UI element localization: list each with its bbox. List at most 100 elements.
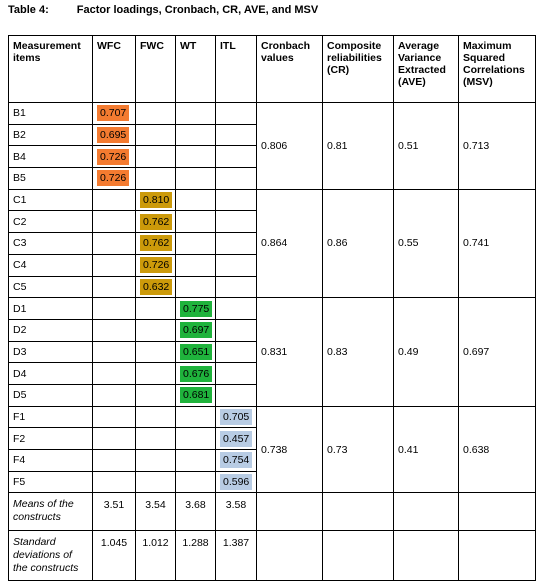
item-row: B4 0.726 [8,145,536,169]
loading-cell [92,362,136,385]
item-row: F5 0.596 [8,470,536,494]
loading-cell [215,297,257,320]
loading-cell [135,167,176,190]
loading-cell [215,253,257,277]
item-name: F2 [8,427,93,450]
loading-cell [215,210,257,234]
loading-cell [215,318,257,342]
loading-cell: 0.697 [175,318,216,342]
ave-value: 0.51 [393,102,459,190]
loading-cell [175,232,216,255]
summary-value: 1.045 [92,530,136,581]
empty-cell [322,530,394,581]
table-caption: Table 4: Factor loadings, Cronbach, CR, A… [8,4,318,16]
summary-row: Standard deviations of the constructs 1.0… [8,530,536,581]
loading-value: 0.705 [220,408,252,425]
item-row: C4 0.726 [8,253,536,277]
summary-value: 1.012 [135,530,176,581]
loading-cell [92,405,136,429]
summary-value: 1.288 [175,530,216,581]
table: Measurement items WFC FWC WT ITL Cronbach val… [8,35,536,581]
loading-cell: 0.762 [135,210,176,234]
loading-cell [92,275,136,299]
item-row: C3 0.762 [8,232,536,255]
loading-cell [175,275,216,299]
loading-cell [135,449,176,472]
loading-cell [215,188,257,212]
loading-cell [215,123,257,147]
loading-cell [215,383,257,407]
item-name: B4 [8,145,93,169]
cr-value: 0.83 [322,297,394,407]
summary-label: Means of the constructs [8,492,93,532]
item-name: B2 [8,123,93,147]
loading-cell [92,232,136,255]
loading-cell [135,362,176,385]
ave-value: 0.41 [393,405,459,494]
summary-value: 1.387 [215,530,257,581]
loading-cell: 0.726 [92,167,136,190]
loading-value: 0.726 [97,170,129,187]
loading-cell: 0.726 [92,145,136,169]
loading-cell [135,383,176,407]
loading-cell: 0.596 [215,470,257,494]
msv-value: 0.697 [458,297,536,407]
loading-cell [215,275,257,299]
item-row: B2 0.695 [8,123,536,147]
header-cell: Composite reliabilities (CR) [322,35,394,103]
item-row: C2 0.762 [8,210,536,234]
loading-cell [175,405,216,429]
item-row: D5 0.681 [8,383,536,407]
loading-cell [215,167,257,190]
loading-cell [135,427,176,450]
header-cell: Average Variance Extracted (AVE) [393,35,459,103]
empty-cell [393,530,459,581]
loading-cell [92,318,136,342]
item-name: F5 [8,470,93,494]
cronbach-value: 0.831 [256,297,323,407]
loading-cell [175,102,216,125]
loading-cell [175,123,216,147]
loading-cell [92,297,136,320]
loading-cell [92,427,136,450]
item-name: D5 [8,383,93,407]
loading-cell [215,232,257,255]
loading-value: 0.457 [220,430,252,447]
cronbach-value: 0.864 [256,188,323,299]
header-cell: WFC [92,35,136,103]
loading-value: 0.762 [140,213,172,230]
cronbach-value: 0.738 [256,405,323,494]
header-cell: ITL [215,35,257,103]
item-name: C2 [8,210,93,234]
loading-cell [92,340,136,364]
item-row: F2 0.457 [8,427,536,450]
summary-label: Standard deviations of the constructs [8,530,93,581]
loading-value: 0.707 [97,105,129,122]
loading-cell [175,210,216,234]
loading-cell: 0.632 [135,275,176,299]
header-cell: FWC [135,35,176,103]
summary-value: 3.68 [175,492,216,532]
loading-cell [175,470,216,494]
item-row: B5 0.726 [8,167,536,190]
loading-cell [135,318,176,342]
loading-cell [135,405,176,429]
loading-cell [92,188,136,212]
loading-cell: 0.705 [215,405,257,429]
loading-cell [92,449,136,472]
loading-cell: 0.726 [135,253,176,277]
item-name: F4 [8,449,93,472]
header-row: Measurement items WFC FWC WT ITL Cronbach val… [8,35,536,103]
header-cell: Maximum Squared Correlations (MSV) [458,35,536,103]
loading-value: 0.651 [180,343,212,360]
empty-cell [393,492,459,532]
loading-cell: 0.681 [175,383,216,407]
loading-cell [135,470,176,494]
item-row: D1 0.775 0.831 0.83 0.49 0.697 [8,297,536,407]
loading-cell: 0.775 [175,297,216,320]
cr-value: 0.81 [322,102,394,190]
header-cell: WT [175,35,216,103]
loading-value: 0.596 [220,474,252,491]
item-name: D3 [8,340,93,364]
